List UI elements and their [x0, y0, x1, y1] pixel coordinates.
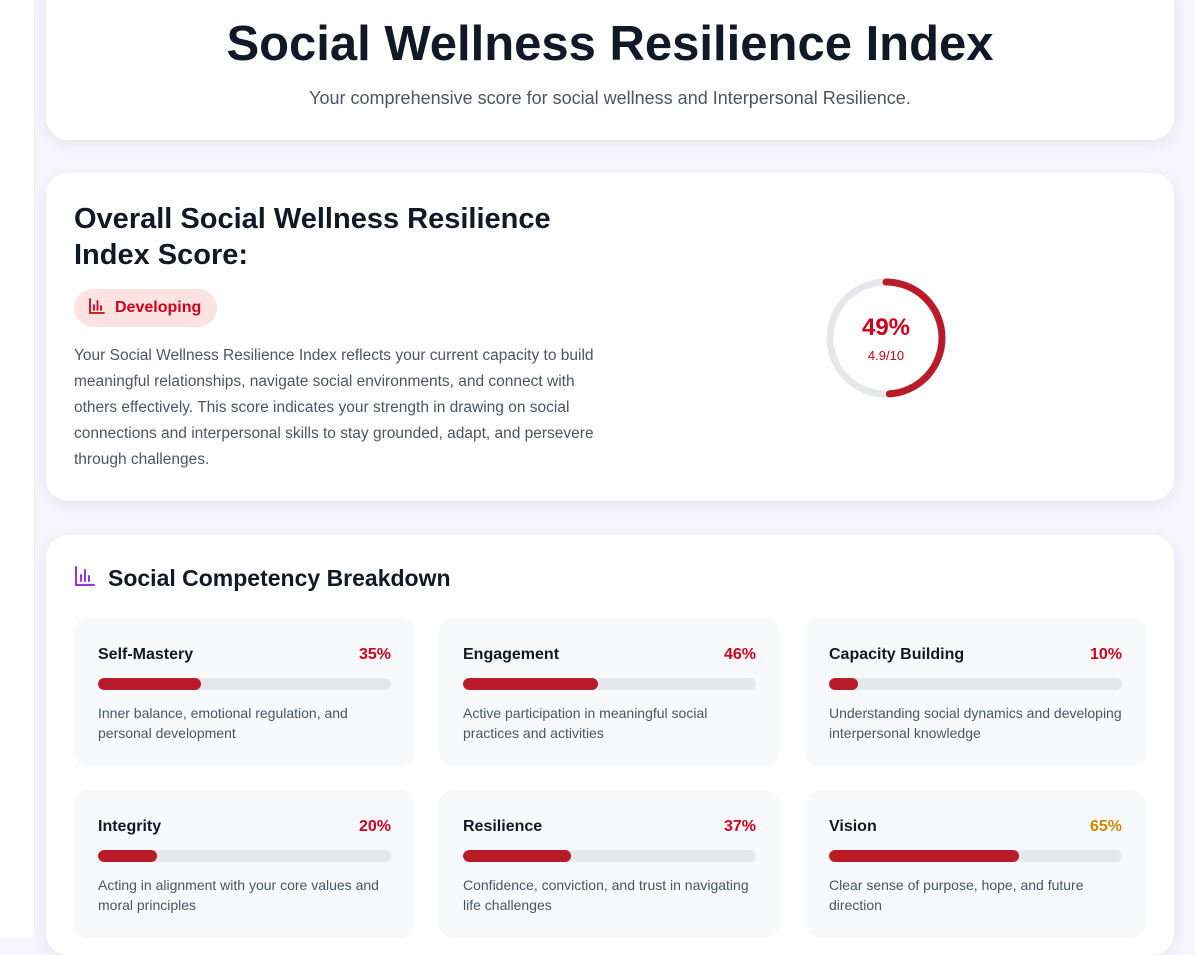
competency-progress-track — [463, 678, 756, 690]
competency-breakdown-card: Social Competency Breakdown Self-Mastery… — [46, 535, 1174, 955]
competency-tile-integrity: Integrity 20% Acting in alignment with y… — [74, 790, 415, 938]
competency-progress-track — [98, 678, 391, 690]
competency-description: Understanding social dynamics and develo… — [829, 705, 1122, 741]
competency-description: Confidence, conviction, and trust in nav… — [463, 877, 749, 913]
competency-percent: 35% — [358, 646, 391, 663]
bar-chart-icon — [74, 565, 96, 592]
competency-name: Engagement — [463, 646, 560, 663]
competency-progress-track — [829, 678, 1122, 690]
competency-tile-self-mastery: Self-Mastery 35% Inner balance, emotiona… — [74, 618, 415, 766]
competency-tile-vision: Vision 65% Clear sense of purpose, hope,… — [805, 790, 1146, 938]
competency-progress-track — [98, 850, 391, 862]
competency-percent: 65% — [1089, 818, 1122, 835]
gauge-percent: 49% — [861, 314, 911, 341]
competency-percent: 20% — [358, 818, 391, 835]
competency-progress-fill — [463, 850, 572, 862]
competency-percent: 46% — [723, 646, 756, 663]
page-subtitle: Your comprehensive score for social well… — [309, 88, 911, 108]
competency-percent: 37% — [723, 818, 756, 835]
page-title: Social Wellness Resilience Index — [226, 17, 994, 71]
competency-name: Self-Mastery — [98, 646, 194, 663]
gauge-score: 4.9/10 — [867, 348, 905, 363]
competency-name: Integrity — [98, 818, 162, 835]
competency-tile-capacity-building: Capacity Building 10% Understanding soci… — [805, 618, 1146, 766]
level-badge-label: Developing — [115, 299, 202, 316]
breakdown-header: Social Competency Breakdown — [74, 565, 451, 592]
competency-percent: 10% — [1089, 646, 1122, 663]
competency-progress-fill — [463, 678, 598, 690]
overall-description: Your Social Wellness Resilience Index re… — [74, 347, 594, 468]
overall-score-title: Overall Social Wellness Resilience Index… — [74, 203, 551, 271]
score-gauge: 49% 4.9/10 — [824, 276, 948, 400]
competency-description: Inner balance, emotional regulation, and… — [98, 705, 348, 741]
competency-description: Acting in alignment with your core value… — [98, 877, 379, 913]
level-badge: Developing — [74, 289, 218, 327]
overall-score-card: Overall Social Wellness Resilience Index… — [46, 173, 1174, 501]
gauge-progress-arc — [826, 278, 946, 398]
competency-name: Vision — [829, 818, 877, 835]
competency-tile-engagement: Engagement 46% Active participation in m… — [439, 618, 780, 766]
competency-progress-fill — [829, 678, 859, 690]
competency-progress-track — [829, 850, 1122, 862]
competency-description: Active participation in meaningful socia… — [463, 705, 708, 741]
header-card: Social Wellness Resilience Index Your co… — [46, 0, 1174, 140]
left-sidebar-edge — [0, 0, 35, 938]
competency-progress-track — [463, 850, 756, 862]
breakdown-title: Social Competency Breakdown — [108, 565, 451, 591]
competency-name: Capacity Building — [829, 646, 965, 663]
competency-tile-resilience: Resilience 37% Confidence, conviction, a… — [439, 790, 780, 938]
competency-progress-fill — [98, 678, 201, 690]
competency-description: Clear sense of purpose, hope, and future… — [829, 877, 1084, 913]
competency-progress-fill — [829, 850, 1020, 862]
competency-progress-fill — [98, 850, 157, 862]
competency-name: Resilience — [463, 818, 543, 835]
bar-chart-icon — [88, 297, 106, 320]
